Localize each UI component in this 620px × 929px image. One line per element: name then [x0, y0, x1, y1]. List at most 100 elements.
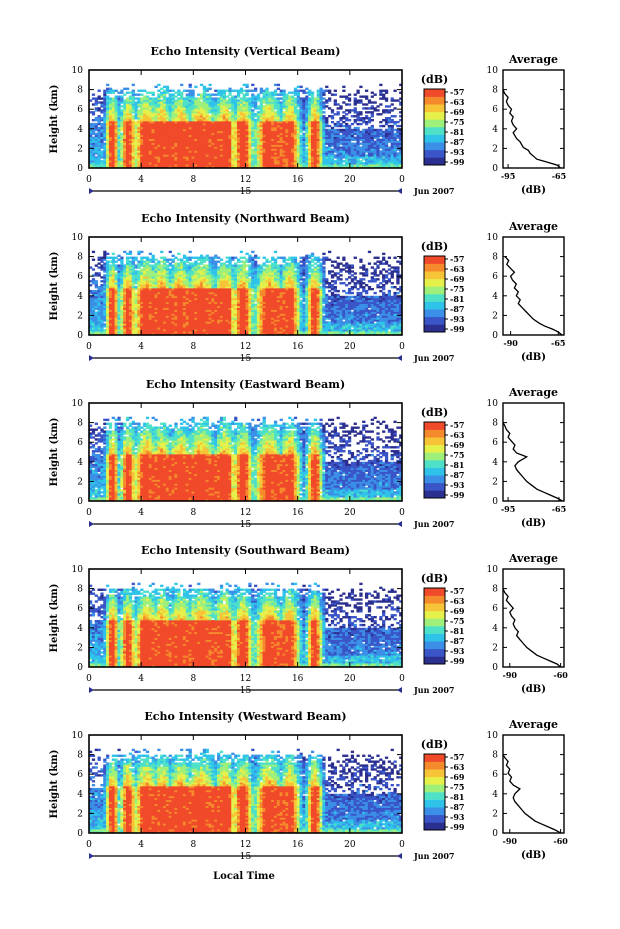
- y-tick-label: 8: [77, 419, 83, 429]
- profile-line: [502, 754, 561, 834]
- panel-3: Echo Intensity (Eastward Beam) 0 2 4 6 8 10 0 4 8…: [49, 378, 566, 530]
- colorbar-tick-label: -81: [450, 294, 464, 304]
- date-marker: 15: [240, 686, 252, 696]
- colorbar-tick-label: -87: [450, 636, 464, 646]
- panel-4: Echo Intensity (Southward Beam) 0 2 4 6 8 10 0 4…: [49, 544, 568, 696]
- profile-y-tick-label: 4: [492, 624, 498, 634]
- colorbar-tick-label: -69: [450, 606, 465, 616]
- y-tick-label: 4: [77, 458, 83, 468]
- profile-y-tick-label: 6: [492, 604, 498, 614]
- colorbar-swatch: [424, 633, 445, 642]
- profile-x-tick-label: -65: [552, 171, 566, 181]
- colorbar-swatch: [424, 784, 445, 793]
- y-tick-label: 8: [77, 585, 83, 595]
- colorbar-swatch: [424, 89, 445, 97]
- y-tick-label: 6: [77, 604, 83, 614]
- date-marker: 15: [240, 187, 252, 197]
- colorbar-tick-label: -99: [450, 656, 465, 666]
- panel-5: Echo Intensity (Westward Beam) 0 2 4 6 8 10 0 4 8…: [49, 710, 568, 862]
- month-label: Jun 2007: [413, 353, 454, 363]
- colorbar-swatch: [424, 437, 445, 446]
- x-tick-label: 20: [344, 840, 356, 850]
- colorbar-swatch: [424, 149, 445, 158]
- profile-y-tick-label: 2: [492, 477, 498, 487]
- x-tick-label: 0: [399, 175, 405, 185]
- x-tick-label: 12: [240, 508, 251, 518]
- colorbar-swatch: [424, 119, 445, 128]
- colorbar-swatch: [424, 603, 445, 612]
- colorbar-swatch: [424, 286, 445, 295]
- colorbar-tick-label: -93: [450, 646, 465, 656]
- x-tick-label: 8: [190, 175, 196, 185]
- profile-line: [502, 89, 562, 169]
- profile-y-tick-label: 10: [487, 66, 499, 76]
- colorbar-tick-label: -75: [450, 450, 464, 460]
- panel-title: Echo Intensity (Southward Beam): [141, 544, 350, 557]
- colorbar-tick-label: -75: [450, 616, 464, 626]
- profile-title: Average: [508, 718, 558, 731]
- date-marker: 15: [240, 852, 252, 862]
- profile-x-tick-label: -90: [503, 338, 518, 348]
- y-tick-label: 10: [72, 731, 84, 741]
- x-tick-label: 20: [344, 508, 356, 518]
- profile-line: [502, 422, 563, 502]
- profile-y-tick-label: 2: [492, 311, 498, 321]
- y-tick-label: 10: [72, 66, 84, 76]
- heatmap: [89, 83, 402, 168]
- profile-x-tick-label: -60: [553, 836, 568, 846]
- colorbar-swatch: [424, 301, 445, 310]
- x-tick-label: 4: [138, 175, 144, 185]
- colorbar-tick-label: -99: [450, 324, 465, 334]
- x-tick-label: 0: [399, 508, 405, 518]
- x-tick-label: 20: [344, 175, 356, 185]
- profile-x-tick-label: -95: [501, 504, 515, 514]
- profile-x-tick-label: -65: [552, 504, 566, 514]
- colorbar-swatch: [424, 648, 445, 657]
- colorbar-tick-label: -87: [450, 470, 464, 480]
- colorbar-swatch: [424, 142, 445, 151]
- colorbar-tick-label: -99: [450, 490, 465, 500]
- profile-x-label: (dB): [521, 850, 546, 861]
- profile-y-tick-label: 0: [492, 497, 498, 507]
- y-axis-label: Height (km): [49, 85, 60, 154]
- x-tick-label: 8: [190, 674, 196, 684]
- colorbar-swatch: [424, 822, 445, 831]
- profile-y-tick-label: 8: [492, 253, 498, 263]
- colorbar-swatch: [424, 776, 445, 785]
- x-tick-label: 0: [399, 674, 405, 684]
- y-tick-label: 0: [77, 164, 83, 174]
- x-tick-label: 12: [240, 342, 251, 352]
- colorbar-swatch: [424, 134, 445, 143]
- colorbar-tick-label: -69: [450, 772, 465, 782]
- y-axis-label: Height (km): [49, 418, 60, 487]
- y-tick-label: 6: [77, 438, 83, 448]
- colorbar-swatch: [424, 324, 445, 333]
- profile-title: Average: [508, 386, 558, 399]
- y-tick-label: 8: [77, 253, 83, 263]
- colorbar-tick-label: -57: [450, 254, 464, 264]
- colorbar-swatch: [424, 429, 445, 438]
- profile-title: Average: [508, 552, 558, 565]
- x-tick-label: 0: [86, 508, 92, 518]
- profile-x-label: (dB): [521, 518, 546, 529]
- panel-title: Echo Intensity (Vertical Beam): [150, 45, 340, 58]
- y-tick-label: 6: [77, 105, 83, 115]
- colorbar-tick-label: -93: [450, 314, 465, 324]
- profile-x-tick-label: -95: [501, 171, 515, 181]
- profile-title: Average: [508, 53, 558, 66]
- profile-x-label: (dB): [521, 185, 546, 196]
- profile-y-tick-label: 0: [492, 663, 498, 673]
- x-tick-label: 16: [292, 342, 304, 352]
- colorbar-tick-label: -87: [450, 137, 464, 147]
- colorbar-tick-label: -57: [450, 752, 464, 762]
- profile-x-tick-label: -65: [551, 338, 565, 348]
- y-tick-label: 4: [77, 292, 83, 302]
- colorbar-tick-label: -81: [450, 626, 464, 636]
- x-tick-label: 16: [292, 674, 304, 684]
- profile-frame: [502, 568, 565, 668]
- profile-frame: [502, 69, 565, 169]
- colorbar-tick-label: -81: [450, 460, 464, 470]
- profile-y-tick-label: 6: [492, 272, 498, 282]
- x-tick-label: 8: [190, 508, 196, 518]
